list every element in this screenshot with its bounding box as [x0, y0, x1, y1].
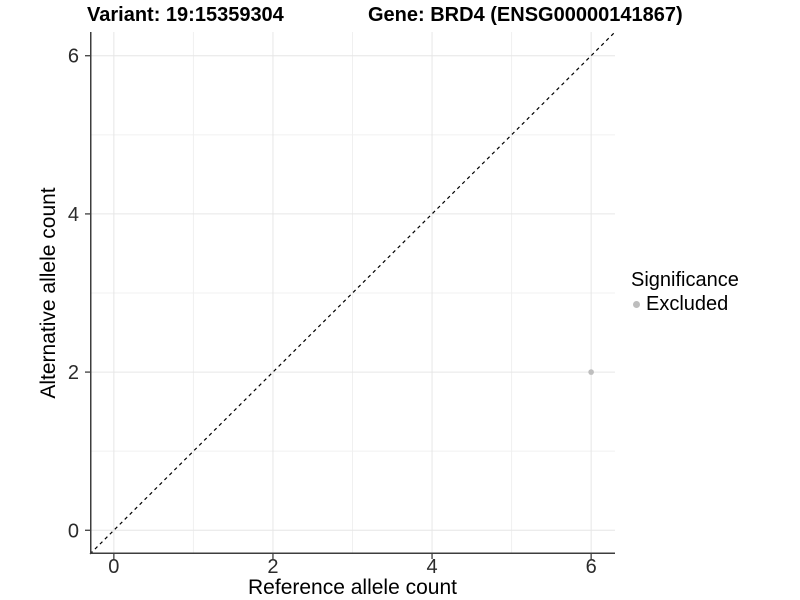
- x-tick-label: 6: [586, 556, 597, 578]
- legend-item-label: Excluded: [646, 293, 729, 315]
- variant-title: Variant: 19:15359304: [87, 4, 284, 26]
- y-tick-label: 2: [68, 362, 79, 384]
- legend-title: Significance: [631, 269, 739, 291]
- identity-reference-line: [89, 31, 616, 555]
- gene-title: Gene: BRD4 (ENSG00000141867): [368, 4, 683, 26]
- y-axis-title: Alternative allele count: [37, 187, 60, 399]
- x-tick-label: 0: [108, 556, 119, 578]
- x-tick-label: 4: [426, 556, 437, 578]
- x-tick-label: 2: [267, 556, 278, 578]
- plot-panel: 0 2 4 6 0 2 4 6: [68, 31, 616, 578]
- y-tick-label: 0: [68, 520, 79, 542]
- legend: Significance Excluded: [631, 269, 739, 315]
- legend-items: Excluded: [631, 293, 739, 315]
- x-axis-title: Reference allele count: [248, 576, 457, 599]
- legend-item: Excluded: [631, 293, 739, 315]
- y-tick-label: 4: [68, 204, 79, 226]
- data-point: [588, 369, 594, 375]
- legend-key-dot: [633, 300, 640, 308]
- y-tick-label: 6: [68, 46, 79, 68]
